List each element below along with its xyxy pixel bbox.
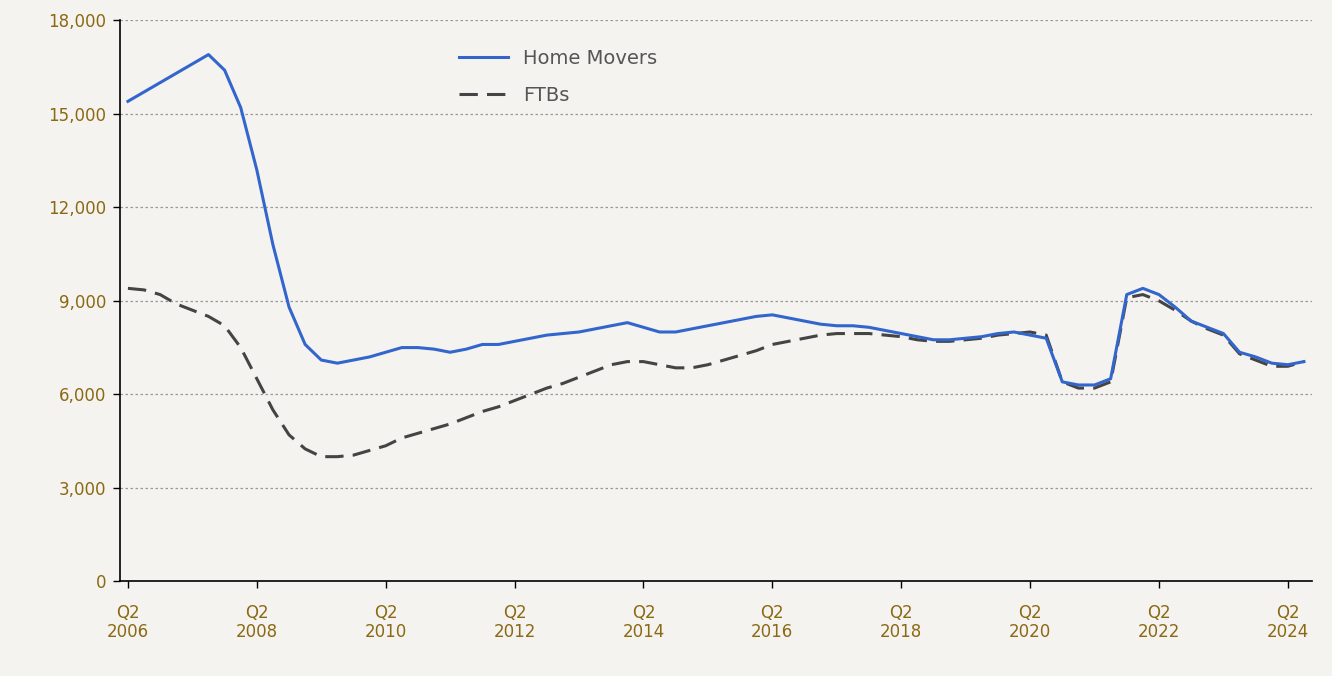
FTBs: [313, 453, 329, 461]
FTBs: [797, 334, 813, 342]
Line: Home Movers: Home Movers: [128, 55, 1304, 385]
Text: 2014: 2014: [622, 623, 665, 641]
Text: 2022: 2022: [1138, 623, 1180, 641]
Text: Q2: Q2: [1276, 604, 1300, 622]
FTBs: [378, 441, 394, 450]
Text: Q2: Q2: [245, 604, 269, 622]
Text: Q2: Q2: [1018, 604, 1042, 622]
Home Movers: [522, 334, 538, 342]
Text: Q2: Q2: [374, 604, 397, 622]
Home Movers: [1215, 329, 1231, 337]
Text: Q2: Q2: [761, 604, 785, 622]
FTBs: [781, 337, 797, 345]
Line: FTBs: FTBs: [128, 289, 1304, 457]
Text: 2020: 2020: [1008, 623, 1051, 641]
Text: 2024: 2024: [1267, 623, 1309, 641]
Legend: Home Movers, FTBs: Home Movers, FTBs: [452, 41, 665, 112]
Text: 2010: 2010: [365, 623, 406, 641]
Text: 2016: 2016: [751, 623, 794, 641]
Home Movers: [781, 314, 797, 322]
Home Movers: [201, 51, 217, 59]
FTBs: [1296, 358, 1312, 366]
Text: Q2: Q2: [1147, 604, 1171, 622]
FTBs: [1199, 324, 1215, 333]
Text: Q2: Q2: [502, 604, 526, 622]
Home Movers: [1071, 381, 1087, 389]
FTBs: [522, 390, 538, 398]
Text: 2018: 2018: [880, 623, 922, 641]
FTBs: [394, 434, 410, 442]
Text: 2006: 2006: [107, 623, 149, 641]
Home Movers: [394, 343, 410, 352]
Home Movers: [1296, 358, 1312, 366]
Text: Q2: Q2: [116, 604, 140, 622]
Home Movers: [797, 317, 813, 325]
Text: Q2: Q2: [631, 604, 655, 622]
Text: 2012: 2012: [493, 623, 535, 641]
Text: Q2: Q2: [890, 604, 912, 622]
FTBs: [120, 285, 136, 293]
Home Movers: [120, 97, 136, 105]
Home Movers: [378, 348, 394, 356]
Text: 2008: 2008: [236, 623, 278, 641]
